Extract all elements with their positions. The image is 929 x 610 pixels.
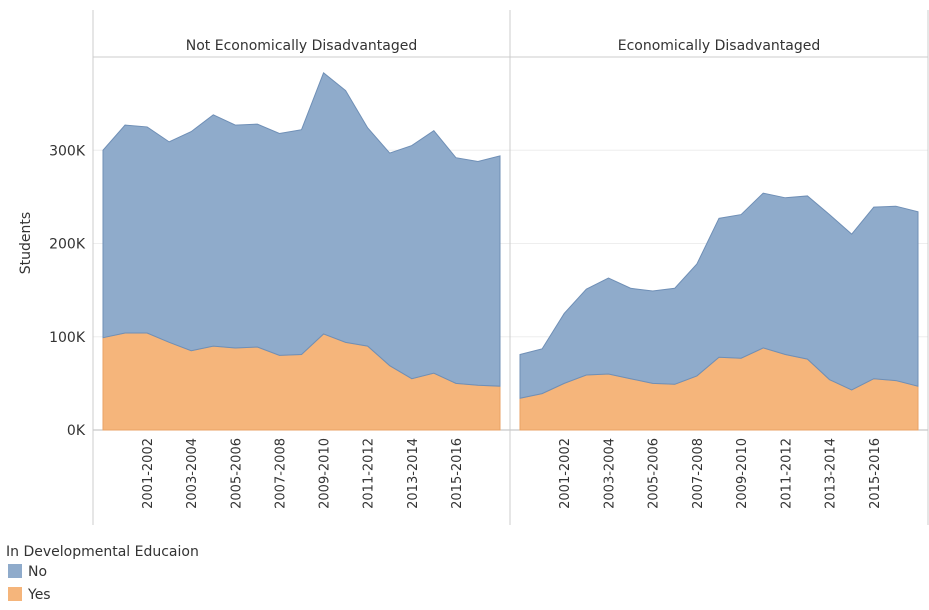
- y-axis-label: Students: [18, 212, 34, 274]
- legend-label: Yes: [27, 587, 51, 603]
- y-tick-label: 100K: [49, 330, 86, 346]
- area: [102, 72, 501, 387]
- legend-swatch: [8, 587, 22, 601]
- x-tick-label: 2003-2004: [185, 438, 200, 509]
- legend-label: No: [28, 564, 47, 580]
- y-tick-label: 200K: [49, 237, 86, 253]
- x-tick-label: 2009-2010: [735, 438, 750, 509]
- panel-title: Not Economically Disadvantaged: [186, 38, 417, 54]
- area: [519, 192, 919, 399]
- x-tick-label: 2015-2016: [450, 438, 465, 509]
- x-tick-label: 2007-2008: [691, 438, 706, 509]
- y-tick-label: 300K: [49, 143, 86, 159]
- x-tick-label: 2005-2006: [229, 438, 244, 509]
- legend-title: In Developmental Educaion: [6, 544, 199, 560]
- x-tick-label: 2013-2014: [824, 438, 839, 509]
- x-tick-label: 2009-2010: [318, 438, 333, 509]
- panel-title: Economically Disadvantaged: [618, 38, 821, 54]
- x-tick-label: 2011-2012: [779, 438, 794, 509]
- x-tick-label: 2005-2006: [647, 438, 662, 509]
- x-tick-label: 2007-2008: [273, 438, 288, 509]
- legend-swatch: [8, 564, 22, 578]
- x-tick-label: 2003-2004: [602, 438, 617, 509]
- y-tick-label: 0K: [67, 423, 86, 439]
- x-tick-label: 2001-2002: [558, 438, 573, 509]
- x-tick-label: 2013-2014: [406, 438, 421, 509]
- x-tick-label: 2015-2016: [868, 438, 883, 509]
- x-tick-label: 2001-2002: [141, 438, 156, 509]
- x-tick-label: 2011-2012: [362, 438, 377, 509]
